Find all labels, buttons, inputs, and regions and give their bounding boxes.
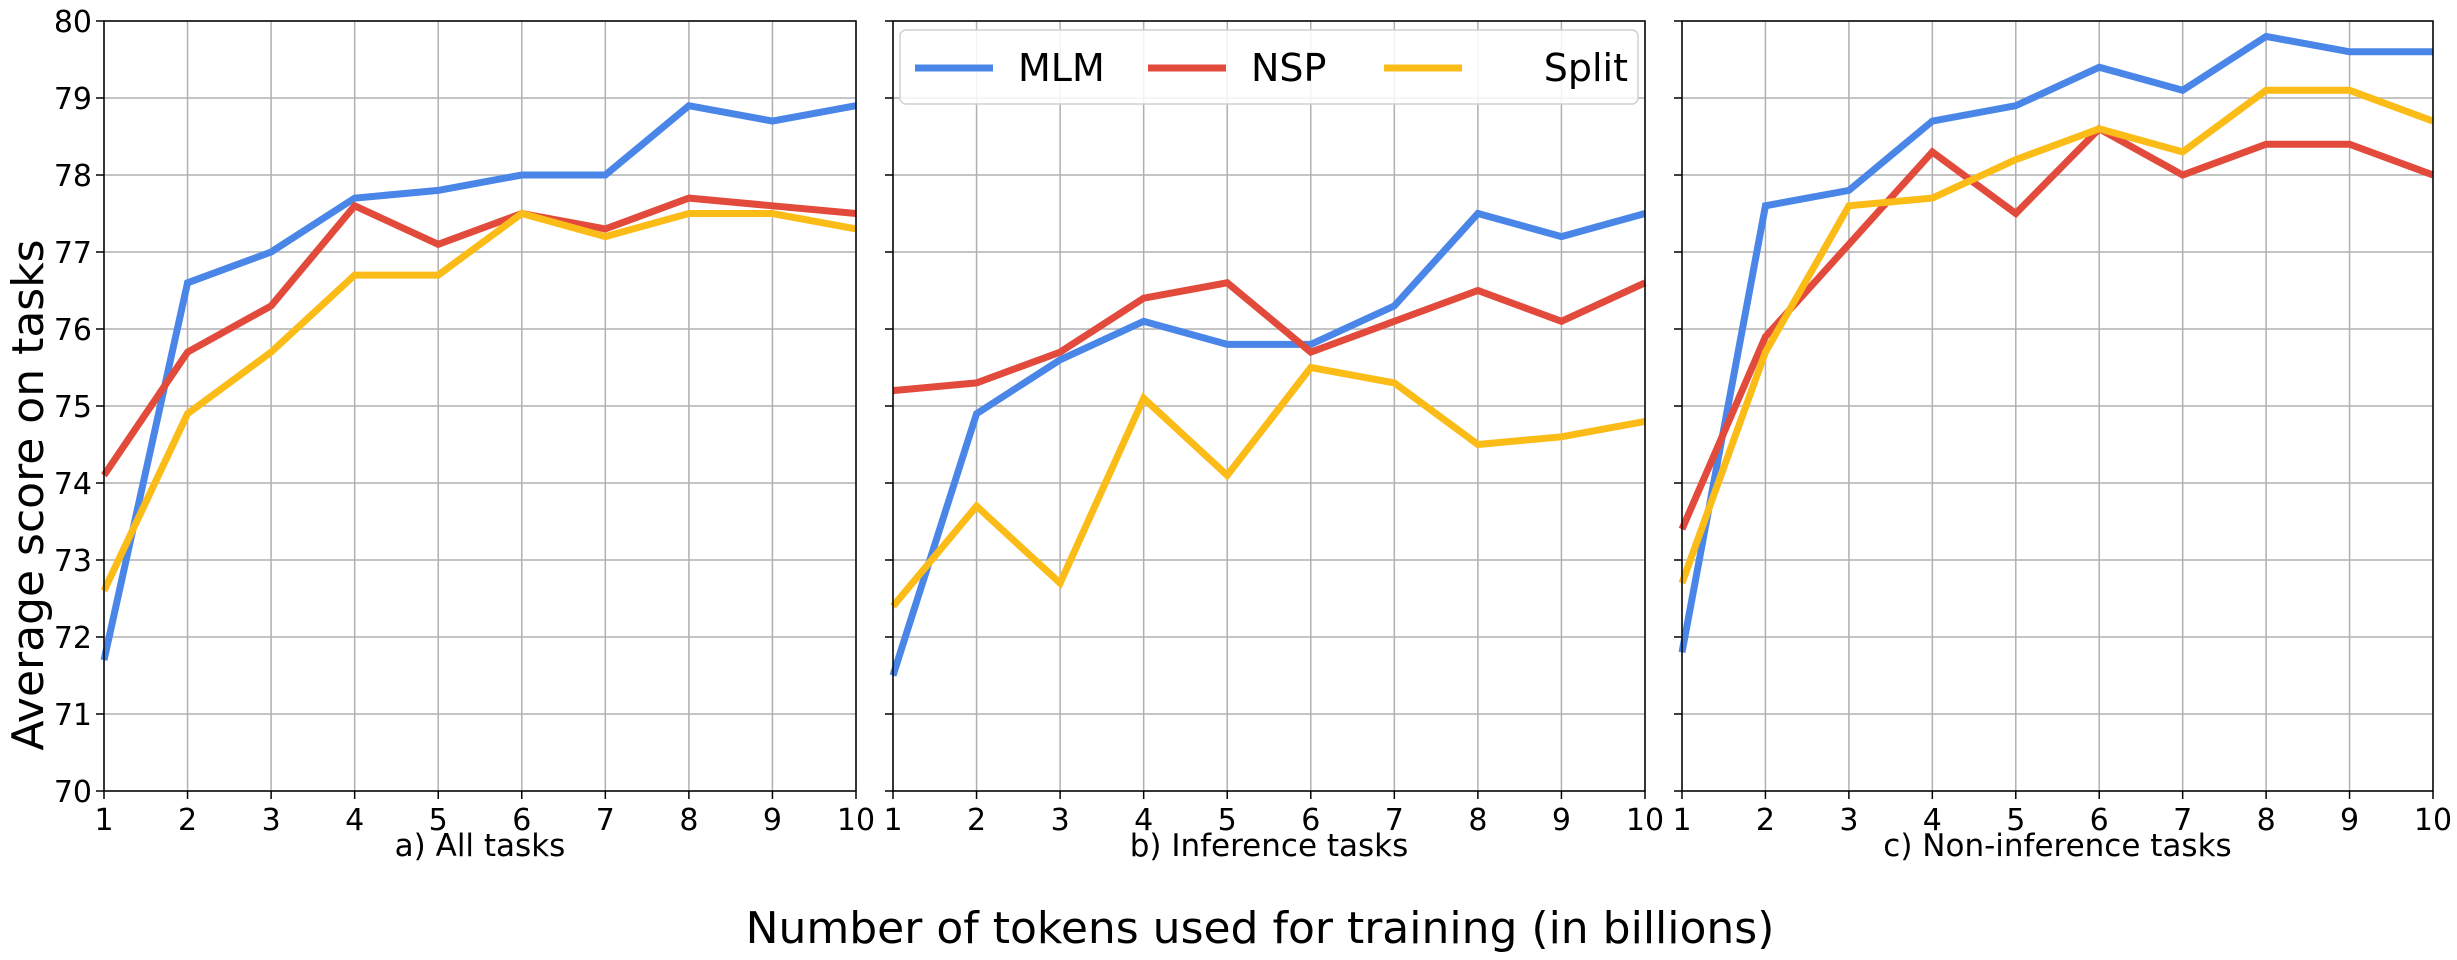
y-axis-label: Average score on tasks [3,239,54,750]
x-tick-label: 9 [1552,803,1571,838]
x-tick-label: 1 [883,803,902,838]
x-tick-label: 6 [1301,803,1320,838]
series-line-nsp [892,279,1647,395]
series-line-mlm [889,209,1646,677]
x-tick-label: 9 [2340,803,2359,838]
legend-label-nsp: NSP [1251,46,1326,90]
x-tick-label: 7 [1385,803,1404,838]
series-line-nsp [101,194,857,478]
x-tick-label: 1 [1672,803,1691,838]
series-line-split [890,363,1646,609]
panel-subtitle: b) Inference tasks [1130,828,1409,864]
x-axis-label: Number of tokens used for training (in b… [746,903,1775,954]
series-line-mlm [1678,32,2433,654]
y-tick-label: 73 [54,544,92,579]
x-tick-label: 7 [2173,803,2192,838]
y-tick-label: 71 [54,698,92,733]
x-tick-label: 1 [94,803,113,838]
x-tick-label: 5 [429,803,448,838]
series-line-nsp [1678,124,2435,531]
x-tick-label: 10 [1626,803,1664,838]
legend-box [899,29,1639,105]
y-tick-label: 76 [54,313,92,348]
x-tick-label: 4 [345,803,364,838]
series-line-split [100,209,857,593]
legend: MLM NSP Split [899,29,1639,105]
x-tick-label: 7 [596,803,615,838]
x-tick-label: 6 [2090,803,2109,838]
x-tick-label: 3 [1839,803,1858,838]
panel-subtitle: a) All tasks [395,828,566,864]
x-tick-label: 8 [679,803,698,838]
series-line-mlm [100,101,857,661]
panel-subtitle: c) Non-inference tasks [1883,828,2231,864]
x-tick-label: 10 [837,803,875,838]
x-tick-label: 3 [1051,803,1070,838]
y-tick-label: 80 [54,5,92,40]
y-tick-label: 74 [54,467,92,502]
x-tick-label: 6 [512,803,531,838]
y-tick-label: 77 [54,236,92,271]
y-tick-label: 70 [54,775,92,810]
x-tick-label: 2 [967,803,986,838]
panel-3: 1 2 3 4 5 6 7 8 9 10 c) Non-inference tasks [1672,20,2452,864]
y-tick-label: 75 [54,390,92,425]
x-tick-label: 4 [1923,803,1942,838]
x-tick-label: 2 [1756,803,1775,838]
legend-label-mlm: MLM [1018,46,1105,90]
x-tick-label: 9 [763,803,782,838]
x-tick-label: 4 [1134,803,1153,838]
x-tick-label: 8 [1468,803,1487,838]
panel-2: 1 2 3 4 5 6 7 8 9 10 b) Inference tasks [883,20,1664,864]
series-line-split [1678,86,2435,585]
x-tick-label: 8 [2257,803,2276,838]
y-tick-label: 79 [54,82,92,117]
x-tick-label: 3 [262,803,281,838]
y-tick-label: 78 [54,159,92,194]
y-tick-label: 72 [54,621,92,656]
legend-label-split: Split [1544,46,1628,90]
x-tick-label: 10 [2414,803,2452,838]
x-tick-label: 5 [1218,803,1237,838]
x-tick-label: 5 [2006,803,2025,838]
x-tick-label: 2 [178,803,197,838]
